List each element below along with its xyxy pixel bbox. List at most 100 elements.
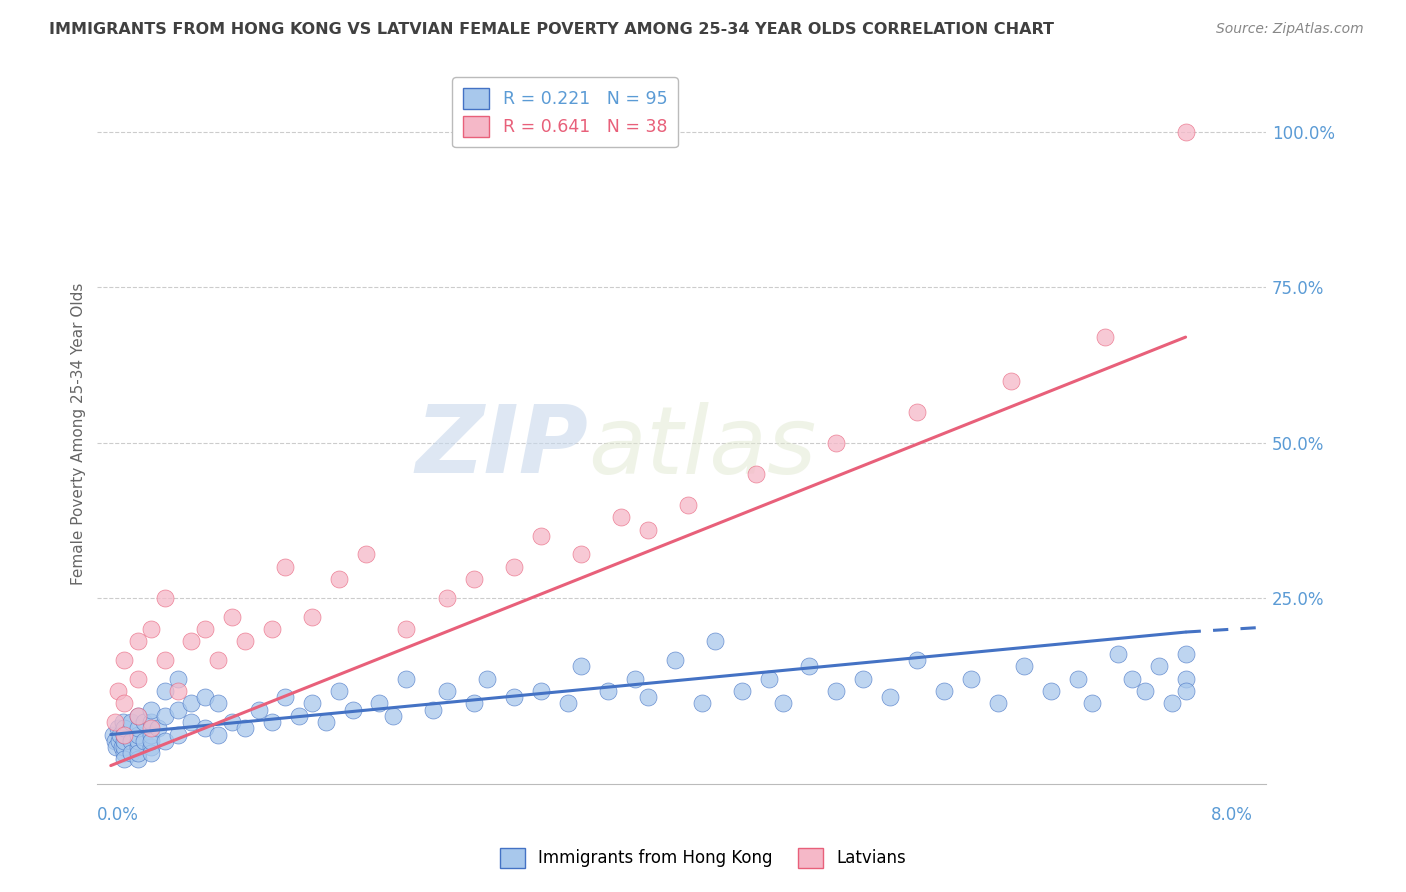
Point [194,721,217,735]
Point [260,715,283,730]
Point [301,609,323,624]
Point [502,690,524,705]
Point [596,684,619,698]
Text: ZIP: ZIP [415,401,588,493]
Point [127,733,149,747]
Point [678,498,700,512]
Point [260,622,283,636]
Point [167,684,190,698]
Point [153,591,176,605]
Point [637,523,659,537]
Point [127,672,149,686]
Point [108,727,131,741]
Point [731,684,754,698]
Point [852,672,875,686]
Point [354,548,377,562]
Point [112,653,135,667]
Point [127,752,149,766]
Point [328,572,350,586]
Point [1121,672,1143,686]
Point [422,703,444,717]
Point [772,697,794,711]
Point [167,672,190,686]
Point [463,697,485,711]
Point [475,672,498,686]
Point [139,622,162,636]
Point [342,703,364,717]
Point [664,653,686,667]
Point [112,727,135,741]
Point [368,697,391,711]
Point [436,591,458,605]
Point [1161,697,1184,711]
Point [274,559,297,574]
Legend: Immigrants from Hong Kong, Latvians: Immigrants from Hong Kong, Latvians [494,841,912,875]
Legend: R = 0.221   N = 95, R = 0.641   N = 38: R = 0.221 N = 95, R = 0.641 N = 38 [453,77,678,147]
Point [127,634,149,648]
Point [112,746,135,760]
Point [127,709,149,723]
Y-axis label: Female Poverty Among 25-34 Year Olds: Female Poverty Among 25-34 Year Olds [72,282,86,584]
Point [153,653,176,667]
Point [610,510,633,524]
Point [463,572,485,586]
Point [395,672,418,686]
Point [557,697,579,711]
Point [221,715,243,730]
Point [134,715,156,730]
Point [139,715,162,730]
Point [879,690,901,705]
Text: atlas: atlas [588,402,817,493]
Point [1147,659,1170,673]
Point [301,697,323,711]
Point [704,634,727,648]
Point [502,559,524,574]
Point [569,659,592,673]
Point [247,703,270,717]
Point [111,715,134,730]
Point [107,684,129,698]
Point [233,721,256,735]
Point [959,672,981,686]
Point [1107,647,1129,661]
Point [104,733,127,747]
Text: IMMIGRANTS FROM HONG KONG VS LATVIAN FEMALE POVERTY AMONG 25-34 YEAR OLDS CORREL: IMMIGRANTS FROM HONG KONG VS LATVIAN FEM… [49,22,1054,37]
Point [180,634,202,648]
Point [1000,374,1022,388]
Point [167,703,190,717]
Point [167,727,190,741]
Point [1014,659,1036,673]
Point [744,467,766,481]
Point [1067,672,1090,686]
Point [1135,684,1157,698]
Point [139,721,162,735]
Point [758,672,780,686]
Point [569,548,592,562]
Point [139,727,162,741]
Point [146,721,169,735]
Point [274,690,297,705]
Point [1174,647,1197,661]
Point [153,709,176,723]
Point [103,727,125,741]
Point [105,739,128,754]
Point [153,684,176,698]
Point [139,733,162,747]
Point [905,404,928,418]
Point [1094,330,1116,344]
Point [112,733,135,747]
Text: 8.0%: 8.0% [1211,806,1253,824]
Point [207,727,229,741]
Point [932,684,955,698]
Point [139,746,162,760]
Point [825,684,848,698]
Point [1040,684,1063,698]
Point [127,721,149,735]
Point [288,709,311,723]
Point [139,739,162,754]
Point [986,697,1008,711]
Point [112,727,135,741]
Point [1174,672,1197,686]
Point [530,529,553,543]
Point [825,435,848,450]
